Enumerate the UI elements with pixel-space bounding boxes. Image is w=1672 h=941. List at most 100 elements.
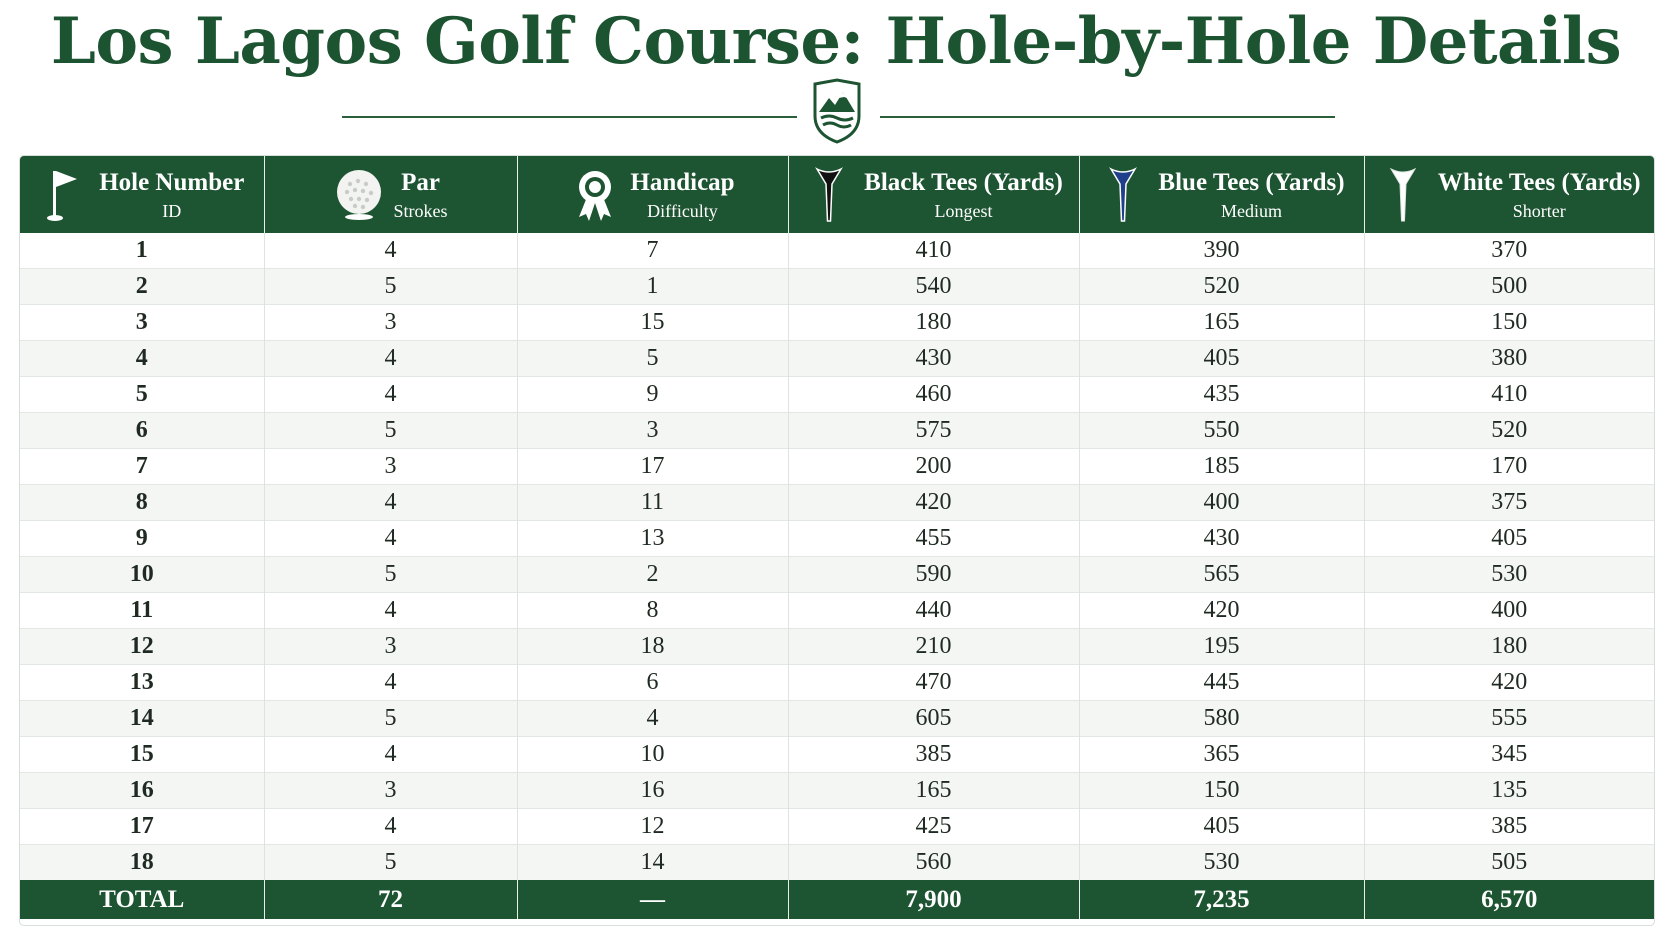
handicap-cell: 6 <box>516 664 788 701</box>
table-row: 1 4 7 410 390 370 <box>20 233 1654 269</box>
total-row: TOTAL 72 — 7,900 7,235 6,570 <box>20 880 1654 919</box>
black-tees-cell: 165 <box>787 772 1079 809</box>
hole-number-cell: 17 <box>20 808 264 845</box>
column-header-black-tees: Black Tees (Yards) Longest <box>787 156 1079 233</box>
black-tees-cell: 200 <box>787 448 1079 485</box>
column-header-par: Par Strokes <box>263 156 517 233</box>
par-cell: 5 <box>263 412 517 449</box>
black-tee-icon <box>804 165 854 225</box>
hole-number-cell: 8 <box>20 484 264 521</box>
column-sublabel: ID <box>162 200 182 221</box>
column-sublabel: Difficulty <box>647 200 718 221</box>
white-tees-cell: 345 <box>1363 736 1654 773</box>
handicap-cell: 1 <box>516 268 788 305</box>
column-header-hole-number: Hole Number ID <box>20 156 264 233</box>
white-tees-cell: 385 <box>1363 808 1654 845</box>
white-tees-cell: 170 <box>1363 448 1654 485</box>
black-tees-cell: 470 <box>787 664 1079 701</box>
par-cell: 4 <box>263 592 517 629</box>
black-tees-cell: 430 <box>787 340 1079 377</box>
handicap-cell: 10 <box>516 736 788 773</box>
blue-tees-cell: 420 <box>1078 592 1364 629</box>
white-tees-cell: 180 <box>1363 628 1654 665</box>
column-label: Hole Number <box>99 168 245 196</box>
par-cell: 3 <box>263 448 517 485</box>
hole-number-cell: 9 <box>20 520 264 557</box>
black-tees-cell: 440 <box>787 592 1079 629</box>
table-row: 10 5 2 590 565 530 <box>20 556 1654 593</box>
black-tees-cell: 420 <box>787 484 1079 521</box>
table-header-row: Hole Number ID <box>20 156 1654 233</box>
column-label: Blue Tees (Yards) <box>1158 168 1345 196</box>
par-cell: 3 <box>263 304 517 341</box>
black-tees-cell: 425 <box>787 808 1079 845</box>
white-tee-icon <box>1378 165 1428 225</box>
par-cell: 4 <box>263 520 517 557</box>
column-sublabel: Shorter <box>1512 200 1566 221</box>
table-row: 18 5 14 560 530 505 <box>20 844 1654 880</box>
hole-number-cell: 15 <box>20 736 264 773</box>
blue-tees-cell: 520 <box>1078 268 1364 305</box>
white-tees-cell: 135 <box>1363 772 1654 809</box>
handicap-cell: 5 <box>516 340 788 377</box>
table-row: 11 4 8 440 420 400 <box>20 592 1654 629</box>
white-tees-cell: 405 <box>1363 520 1654 557</box>
white-tees-cell: 555 <box>1363 700 1654 737</box>
black-tees-cell: 605 <box>787 700 1079 737</box>
white-tees-cell: 150 <box>1363 304 1654 341</box>
hole-number-cell: 14 <box>20 700 264 737</box>
table-row: 17 4 12 425 405 385 <box>20 808 1654 845</box>
black-tees-cell: 460 <box>787 376 1079 413</box>
column-header-handicap: Handicap Difficulty <box>516 156 788 233</box>
par-cell: 4 <box>263 340 517 377</box>
handicap-cell: 17 <box>516 448 788 485</box>
hole-number-cell: 4 <box>20 340 264 377</box>
title-divider-left <box>342 116 797 118</box>
golf-ball-icon <box>334 165 384 225</box>
par-cell: 3 <box>263 628 517 665</box>
white-tees-cell: 370 <box>1363 233 1654 269</box>
total-blue-tees: 7,235 <box>1078 880 1364 919</box>
handicap-cell: 8 <box>516 592 788 629</box>
hole-number-cell: 7 <box>20 448 264 485</box>
black-tees-cell: 385 <box>787 736 1079 773</box>
table-row: 8 4 11 420 400 375 <box>20 484 1654 521</box>
table-row: 4 4 5 430 405 380 <box>20 340 1654 377</box>
white-tees-cell: 400 <box>1363 592 1654 629</box>
page-title: Los Lagos Golf Course: Hole-by-Hole Deta… <box>50 4 1622 79</box>
hole-number-cell: 2 <box>20 268 264 305</box>
handicap-cell: 3 <box>516 412 788 449</box>
blue-tees-cell: 550 <box>1078 412 1364 449</box>
column-sublabel: Medium <box>1220 200 1282 221</box>
handicap-cell: 4 <box>516 700 788 737</box>
hole-number-cell: 16 <box>20 772 264 809</box>
blue-tees-cell: 435 <box>1078 376 1364 413</box>
blue-tees-cell: 530 <box>1078 844 1364 880</box>
blue-tees-cell: 150 <box>1078 772 1364 809</box>
blue-tees-cell: 430 <box>1078 520 1364 557</box>
handicap-cell: 2 <box>516 556 788 593</box>
hole-number-cell: 13 <box>20 664 264 701</box>
blue-tees-cell: 185 <box>1078 448 1364 485</box>
handicap-cell: 12 <box>516 808 788 845</box>
white-tees-cell: 375 <box>1363 484 1654 521</box>
hole-number-cell: 1 <box>135 237 148 263</box>
par-cell: 4 <box>263 233 517 269</box>
white-tees-cell: 420 <box>1363 664 1654 701</box>
table-row: 9 4 13 455 430 405 <box>20 520 1654 557</box>
total-handicap: — <box>516 880 788 919</box>
title-divider-right <box>880 116 1335 118</box>
black-tees-cell: 540 <box>787 268 1079 305</box>
hole-number-cell: 6 <box>20 412 264 449</box>
par-cell: 4 <box>263 664 517 701</box>
blue-tees-cell: 445 <box>1078 664 1364 701</box>
blue-tees-cell: 195 <box>1078 628 1364 665</box>
handicap-cell: 14 <box>516 844 788 880</box>
hole-number-cell: 10 <box>20 556 264 593</box>
hole-number-cell: 12 <box>20 628 264 665</box>
crest-logo-icon <box>813 78 861 144</box>
par-cell: 5 <box>263 268 517 305</box>
handicap-cell: 7 <box>516 233 788 269</box>
hole-number-cell: 3 <box>20 304 264 341</box>
par-cell: 4 <box>263 808 517 845</box>
